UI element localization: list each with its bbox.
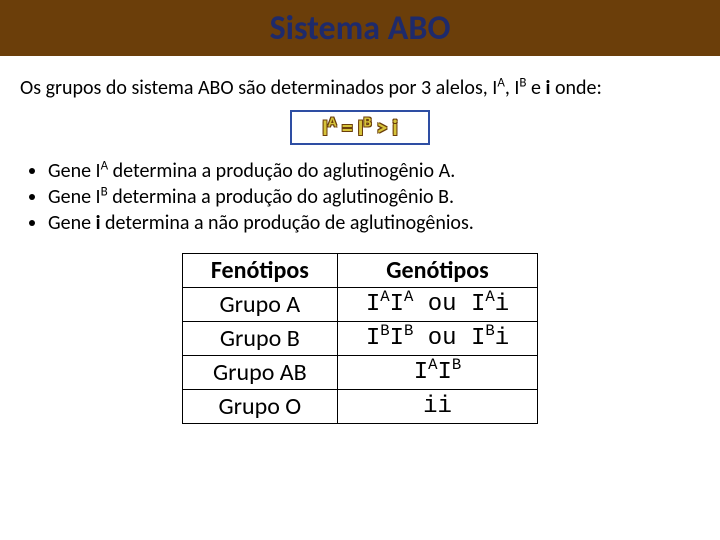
table-row: Grupo AB IAIB <box>182 356 537 390</box>
table-row: Grupo B IBIB ou IBi <box>182 322 537 356</box>
bullet-gene-b: Gene IB determina a produção do aglutino… <box>48 185 700 209</box>
intro-text: Os grupos do sistema ABO são determinado… <box>20 76 700 100</box>
bullet-gene-a: Gene IA determina a produção do aglutino… <box>48 159 700 183</box>
col-phenotype: Fenótipos <box>182 254 337 288</box>
bullet-gene-i: Gene i determina a não produção de aglut… <box>48 211 700 235</box>
page-title: Sistema ABO <box>270 8 451 49</box>
geno-cell: IBIB ou IBi <box>337 322 537 356</box>
table-row: Grupo O ii <box>182 390 537 424</box>
pheno-cell: Grupo O <box>182 390 337 424</box>
geno-cell: IAIB <box>337 356 537 390</box>
table-header-row: Fenótipos Genótipos <box>182 254 537 288</box>
genotype-table: Fenótipos Genótipos Grupo A IAIA ou IAi … <box>182 253 538 424</box>
title-bar: Sistema ABO <box>0 0 720 56</box>
dominance-formula: IA = IB > i <box>290 110 430 145</box>
pheno-cell: Grupo A <box>182 288 337 322</box>
col-genotype: Genótipos <box>337 254 537 288</box>
pheno-cell: Grupo B <box>182 322 337 356</box>
genotype-table-wrap: Fenótipos Genótipos Grupo A IAIA ou IAi … <box>0 253 720 424</box>
geno-cell: ii <box>337 390 537 424</box>
gene-bullets: Gene IA determina a produção do aglutino… <box>30 159 700 235</box>
table-row: Grupo A IAIA ou IAi <box>182 288 537 322</box>
geno-cell: IAIA ou IAi <box>337 288 537 322</box>
pheno-cell: Grupo AB <box>182 356 337 390</box>
formula-container: IA = IB > i <box>0 110 720 145</box>
